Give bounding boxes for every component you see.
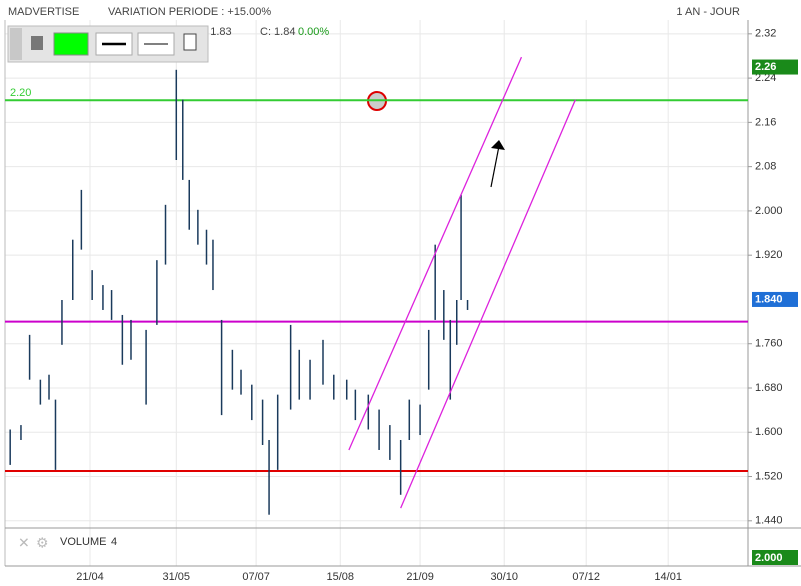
price-tag: 1.840 [755,293,783,305]
line-label: 2.20 [10,87,31,99]
volume-tag: 2.000 [755,552,783,564]
trend-line [400,99,577,509]
arrow [490,145,500,188]
y-tick-label: 2.16 [755,116,776,128]
copy-icon[interactable] [183,33,197,51]
x-tick-label: 14/01 [654,571,682,583]
y-tick-label: 2.08 [755,161,776,173]
close-icon[interactable]: ✕ [18,535,30,551]
y-tick-label: 1.520 [755,470,783,482]
y-tick-label: 1.760 [755,338,783,350]
symbol: MADVERTISE [8,6,79,18]
variation: VARIATION PERIODE : +15.00% [108,6,271,18]
toolbar [7,25,209,63]
volume-value: 4 [111,536,117,548]
y-tick-label: 2.32 [755,28,776,40]
x-tick-label: 21/04 [76,571,104,583]
y-tick-label: 1.440 [755,515,783,527]
period: 1 AN - JOUR [676,6,740,18]
color-button[interactable] [53,32,89,56]
volume-label: VOLUME [60,536,106,548]
grid [5,20,748,566]
ohlc-info: C: 1.84 [260,26,295,38]
trend-line [348,56,523,451]
arrow-head [491,140,505,150]
delete-icon[interactable] [31,36,43,50]
x-tick-label: 31/05 [163,571,191,583]
x-tick-label: 07/12 [572,571,600,583]
x-tick-label: 21/09 [406,571,434,583]
toolbar-handle[interactable] [10,28,22,60]
volume-tag-bg [752,550,798,565]
price-tag-bg [752,291,798,307]
x-tick-label: 15/08 [326,571,354,583]
y-tick-label: 2.24 [755,72,776,84]
y-tick-label: 1.600 [755,426,783,438]
volume-pane: ✕ ⚙ VOLUME 4 2.000 [18,535,798,565]
y-tick-label: 2.000 [755,205,783,217]
x-tick-label: 07/07 [242,571,270,583]
price-tag: 2.26 [755,61,776,73]
y-tick-label: 1.920 [755,249,783,261]
x-tick-label: 30/10 [490,571,518,583]
change: 0.00% [298,26,329,38]
price-tag-bg [752,59,798,75]
settings-icon[interactable]: ⚙ [36,535,49,551]
y-tick-label: 1.680 [755,382,783,394]
